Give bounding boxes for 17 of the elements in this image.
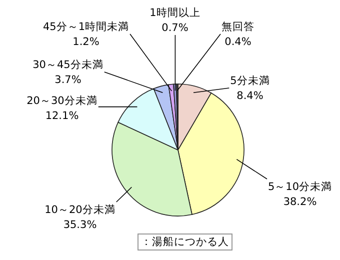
data-label: 35.3% [63,219,97,231]
data-label: 1.2% [72,36,100,48]
slice-label: 無回答 [222,21,254,33]
slice-label: 30～45分未満 [32,58,104,71]
data-label: 3.7% [54,74,82,86]
data-label: 38.2% [283,196,317,208]
slice-label: 5～10分未満 [268,180,332,193]
data-label: 0.4% [224,36,252,48]
slice-label: 5分未満 [230,74,270,87]
data-label: 0.7% [162,22,188,34]
slice-label: 1時間以上 [150,6,200,19]
text: ：湯船につかる人 [141,236,229,248]
slice-label: 45分～1時間未満 [42,20,130,33]
data-label: 12.1% [45,110,79,122]
slice-label: 10～20分未満 [44,203,116,216]
data-label: 8.4% [236,90,264,102]
slice-label: 20～30分未満 [26,94,98,107]
